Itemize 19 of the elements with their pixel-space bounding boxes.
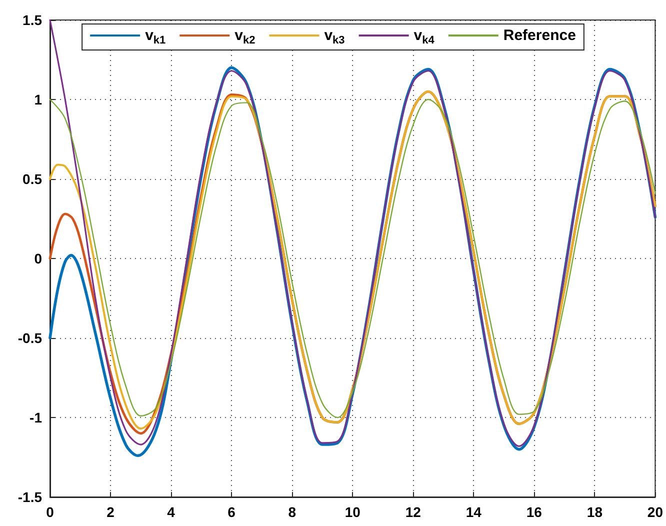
x-tick-label: 12 xyxy=(405,504,422,520)
x-tick-label: 4 xyxy=(167,504,176,520)
x-tick-label: 6 xyxy=(228,504,236,520)
y-tick-label: 0.5 xyxy=(22,171,42,187)
y-tick-label: 0 xyxy=(34,250,42,266)
x-tick-label: 2 xyxy=(106,504,115,520)
legend-label: Reference xyxy=(503,27,576,44)
x-tick-label: 18 xyxy=(586,504,603,520)
x-tick-label: 20 xyxy=(647,504,664,520)
x-tick-label: 16 xyxy=(526,504,542,520)
y-tick-label: 1.5 xyxy=(22,12,42,28)
x-tick-label: 0 xyxy=(46,504,54,520)
y-tick-label: 1 xyxy=(34,92,42,108)
y-tick-label: -1 xyxy=(30,410,42,426)
x-tick-label: 14 xyxy=(466,504,482,520)
x-tick-label: 8 xyxy=(288,504,296,520)
y-tick-label: -0.5 xyxy=(18,330,42,346)
x-tick-label: 10 xyxy=(344,504,361,520)
y-tick-label: -1.5 xyxy=(18,489,42,505)
